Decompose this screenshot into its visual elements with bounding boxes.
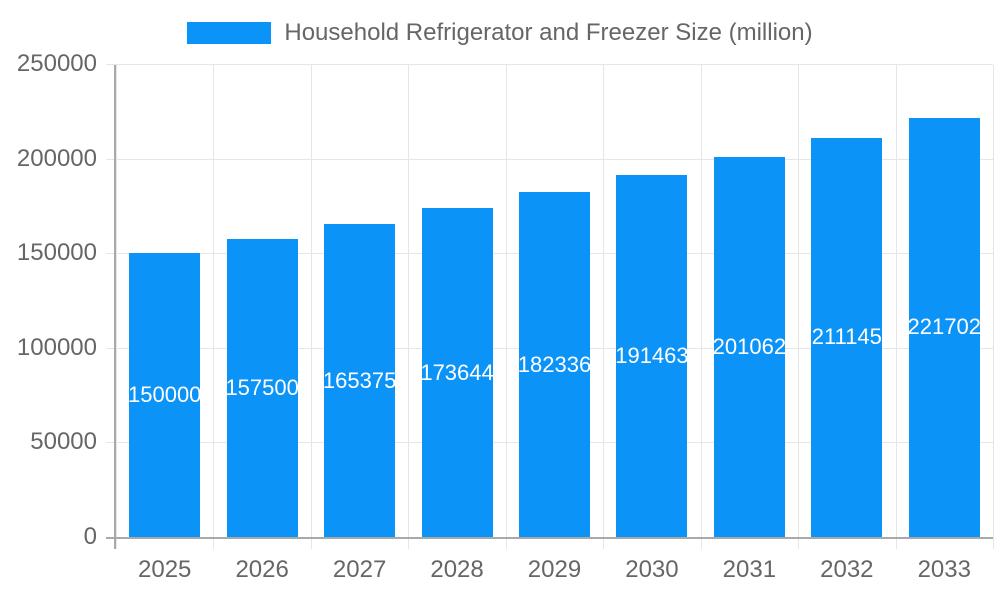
bar-2025 [129, 253, 201, 537]
y-tick-label: 150000 [16, 239, 97, 267]
x-tick-label: 2027 [332, 556, 387, 583]
bar-value-label: 182336 [517, 351, 592, 377]
legend-item[interactable]: Household Refrigerator and Freezer Size … [187, 19, 813, 46]
bar-2033 [908, 117, 980, 537]
bar-2028 [421, 208, 493, 537]
bar-2029 [519, 192, 590, 537]
x-tick-label: 2031 [722, 556, 777, 583]
bar-value-label: 211145 [811, 324, 882, 350]
x-tick-label: 2029 [527, 556, 582, 583]
y-tick-label: 100000 [16, 333, 97, 361]
y-tick-label: 50000 [30, 428, 97, 456]
legend-label: Household Refrigerator and Freezer Size … [284, 19, 813, 46]
gridline-x [310, 65, 312, 549]
y-axis-line [114, 65, 116, 549]
x-tick-label: 2032 [820, 556, 874, 583]
x-tick-label: 2033 [917, 556, 971, 583]
gridline-x [116, 65, 117, 549]
gridline-x [993, 65, 994, 549]
bar-2032 [811, 137, 883, 537]
bar-value-label: 173644 [420, 359, 494, 385]
gridline-x [895, 65, 897, 549]
x-tick-label: 2030 [625, 556, 679, 583]
bar-value-label: 221702 [907, 314, 981, 340]
gridline-y [106, 64, 993, 65]
chart-legend: Household Refrigerator and Freezer Size … [0, 20, 1000, 46]
x-tick-label: 2026 [235, 556, 289, 583]
y-tick-label: 200000 [16, 144, 97, 172]
bar-value-label: 201062 [712, 333, 787, 359]
gridline-x [603, 65, 605, 549]
legend-color-swatch [187, 22, 272, 44]
gridline-x [213, 65, 215, 549]
gridline-x [505, 65, 507, 549]
bar-2027 [324, 224, 396, 537]
bar-value-label: 150000 [128, 382, 202, 408]
bar-2031 [713, 156, 785, 537]
gridline-x [408, 65, 410, 549]
x-tick-label: 2025 [138, 556, 192, 583]
y-tick-label: 250000 [16, 50, 97, 77]
gridline-x [700, 65, 702, 549]
bar-value-label: 157500 [225, 375, 299, 400]
x-axis-line [106, 537, 993, 539]
x-tick-label: 2028 [430, 556, 484, 583]
bar-2026 [226, 239, 298, 537]
bar-value-label: 191463 [615, 342, 689, 368]
y-tick-label: 0 [83, 523, 97, 550]
bar-2030 [616, 174, 688, 537]
gridline-x [798, 65, 800, 549]
bar-value-label: 165375 [322, 367, 397, 393]
gridline-y [106, 158, 993, 160]
